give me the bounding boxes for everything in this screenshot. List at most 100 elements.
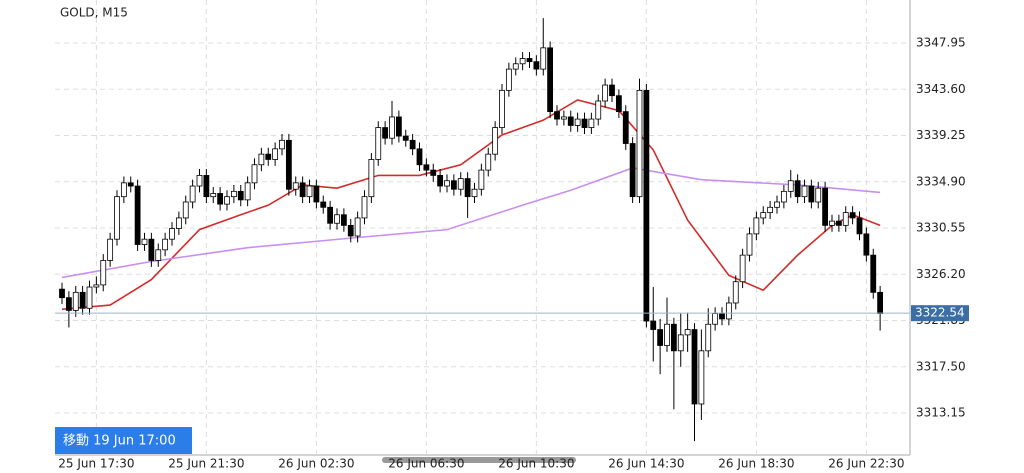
y-tick-label: 3313.15 <box>916 406 966 420</box>
candle-body <box>141 238 148 245</box>
candle-body <box>526 58 533 63</box>
candle-body <box>677 334 684 352</box>
candle-body <box>347 224 354 237</box>
candle-body <box>877 291 884 315</box>
candle-body <box>808 185 815 203</box>
current-price-label: 3322.54 <box>915 306 965 320</box>
y-tick-label: 3317.50 <box>916 359 966 373</box>
candle-body <box>712 313 719 325</box>
candle-body <box>340 214 347 226</box>
x-tick-label: 25 Jun 21:30 <box>168 457 244 471</box>
candle-body <box>650 320 657 330</box>
candle-body <box>127 182 134 187</box>
candle-body <box>657 329 664 346</box>
candle-body <box>636 89 643 198</box>
candle-body <box>100 260 107 286</box>
candle-body <box>251 164 258 184</box>
candle-body <box>842 212 849 226</box>
candle-body <box>533 61 540 70</box>
candle-body <box>59 288 65 299</box>
candle-body <box>265 153 272 160</box>
candle-body <box>162 238 169 251</box>
candle-body <box>368 159 375 198</box>
candle-body <box>203 175 210 198</box>
candle-body <box>189 185 196 203</box>
candle-body <box>760 212 767 219</box>
candle-body <box>767 206 774 214</box>
candle-body <box>313 185 320 203</box>
candle-body <box>230 190 237 198</box>
candle-body <box>279 139 285 150</box>
candle-body <box>471 188 478 198</box>
candle-body <box>698 350 705 405</box>
candle-body <box>361 196 368 219</box>
candle-body <box>72 291 79 311</box>
chart-title: GOLD, M15 <box>60 6 128 20</box>
y-tick-label: 3326.20 <box>916 267 966 281</box>
candle-body <box>478 169 485 190</box>
current-price-badge <box>911 305 969 322</box>
moving-average-line <box>61 167 881 279</box>
candle-body <box>725 302 732 320</box>
candle-body <box>574 118 581 126</box>
candle-body <box>505 68 512 91</box>
candle-body <box>581 118 588 128</box>
candle-body <box>485 153 492 171</box>
candle-body <box>643 89 650 322</box>
candle-body <box>334 214 340 224</box>
y-tick-label: 3330.55 <box>916 221 966 235</box>
y-tick-label: 3334.90 <box>916 174 966 188</box>
candle-body <box>155 249 162 261</box>
candle-body <box>430 169 437 176</box>
candle-body <box>560 116 567 120</box>
candle-body <box>870 254 877 293</box>
x-tick-label: 25 Jun 17:30 <box>58 457 134 471</box>
candle-body <box>856 217 863 235</box>
scrollbar[interactable] <box>382 457 576 463</box>
candle-body <box>719 313 725 320</box>
candle-body <box>409 139 416 150</box>
candle-body <box>450 180 457 190</box>
cursor-badge <box>55 427 192 454</box>
candle-body <box>299 182 306 198</box>
candle-body <box>196 175 203 187</box>
candle-body <box>739 254 746 283</box>
candle-body <box>210 193 217 198</box>
candle-body <box>114 196 120 240</box>
candle-body <box>107 238 114 261</box>
candle-body <box>732 281 739 304</box>
candle-body <box>375 127 382 160</box>
x-tick-label: 26 Jun 18:30 <box>718 457 794 471</box>
candle-body <box>829 220 835 226</box>
y-tick-label: 3339.25 <box>916 128 966 142</box>
candle-body <box>224 196 230 205</box>
candle-body <box>664 323 670 346</box>
x-tick-label: 26 Jun 02:30 <box>278 457 354 471</box>
candle-body <box>437 175 444 187</box>
candle-body <box>327 206 334 224</box>
candle-body <box>175 217 182 229</box>
x-tick-label: 26 Jun 10:30 <box>498 457 574 471</box>
candle-body <box>691 329 698 405</box>
candle-body <box>148 238 155 261</box>
candle-body <box>237 190 244 201</box>
candle-body <box>93 284 100 288</box>
candle-body <box>615 95 622 113</box>
candle-body <box>320 201 327 208</box>
y-tick-label: 3347.95 <box>916 36 966 50</box>
candle-body <box>416 148 423 166</box>
candle-body <box>217 193 224 205</box>
candle-body <box>609 84 615 97</box>
candle-body <box>835 220 842 226</box>
candle-body <box>801 185 808 198</box>
candle-body <box>774 201 780 208</box>
candle-body <box>863 233 870 256</box>
candle-body <box>444 180 450 187</box>
candle-body <box>65 297 72 311</box>
candle-body <box>258 153 265 166</box>
candle-body <box>272 148 279 160</box>
candle-body <box>787 180 794 192</box>
x-tick-label: 26 Jun 22:30 <box>828 457 904 471</box>
